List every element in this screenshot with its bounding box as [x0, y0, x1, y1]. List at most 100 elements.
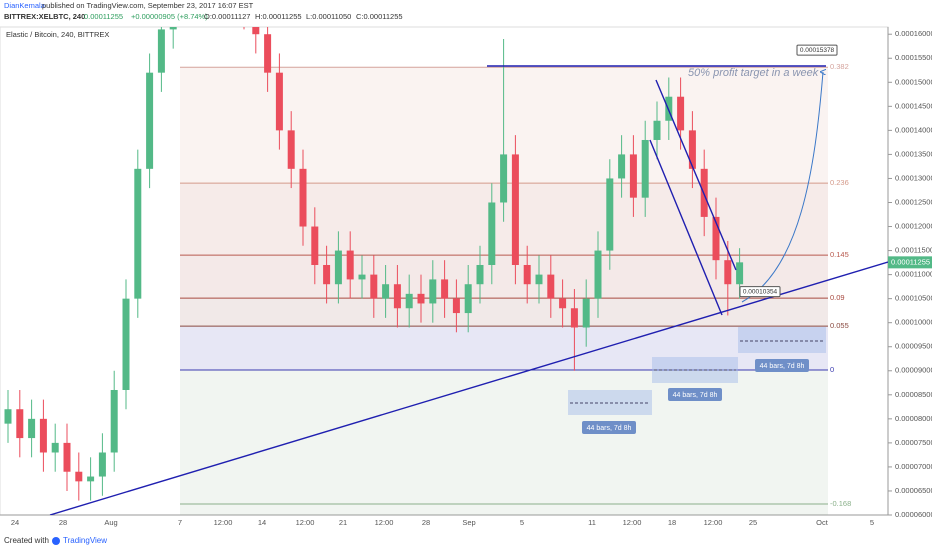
y-tick-label: 0.00012000	[895, 222, 932, 231]
candle-body	[63, 442, 71, 472]
fib-label: 0.236	[830, 178, 849, 187]
x-tick-label: 12:00	[296, 518, 315, 527]
channel-line	[649, 139, 723, 316]
x-tick-label: 14	[258, 518, 266, 527]
fib-band	[180, 255, 828, 299]
fib-label: 0.09	[830, 293, 845, 302]
x-tick-label: Oct	[816, 518, 829, 527]
last-price-label: 0.00011255	[891, 257, 930, 266]
published: published on TradingView.com, September …	[42, 1, 254, 10]
candle-body	[547, 274, 555, 299]
candle-body	[346, 250, 354, 280]
fib-band	[180, 370, 828, 504]
candle-body	[488, 202, 496, 265]
y-tick-label: 0.00011500	[895, 246, 932, 255]
y-tick-label: 0.00011000	[895, 270, 932, 279]
candle-body	[287, 130, 295, 169]
candle-body	[98, 452, 106, 477]
x-tick-label: 24	[11, 518, 19, 527]
price-callout-label: 0.00010354	[743, 288, 778, 295]
x-tick-label: 12:00	[704, 518, 723, 527]
candle-body	[110, 389, 118, 453]
candle-body	[452, 298, 460, 314]
chart-title: Elastic / Bitcoin, 240, BITTREX	[6, 30, 109, 39]
y-tick-label: 0.00006000	[895, 510, 932, 519]
x-tick-label: 12:00	[623, 518, 642, 527]
y-tick-label: 0.00007000	[895, 462, 932, 471]
price-callout	[796, 44, 838, 56]
date-range	[738, 327, 826, 353]
fib-label: 0.145	[830, 250, 849, 259]
range-label: 44 bars, 7d 8h	[673, 392, 718, 399]
x-tick-label: Aug	[104, 518, 117, 527]
x-tick-label: 28	[59, 518, 67, 527]
range-tag	[582, 421, 636, 434]
change: +0.00000905 (+8.74%)	[131, 12, 208, 21]
candle-body	[582, 298, 590, 328]
y-tick-label: 0.00008000	[895, 414, 932, 423]
candle-body	[134, 168, 142, 299]
candle-body	[323, 264, 331, 285]
annotation: 50% profit target in a week	[688, 67, 819, 79]
fib-label: 0.055	[830, 321, 849, 330]
x-tick-label: 5	[520, 518, 524, 527]
candle-body	[264, 34, 272, 73]
y-tick-label: 0.00014000	[895, 125, 932, 134]
candle-body	[429, 279, 437, 304]
candle-body	[523, 264, 531, 285]
candle-body	[724, 260, 732, 285]
price-callout-label: 0.00015378	[800, 47, 835, 54]
footer-brand[interactable]: TradingView	[63, 536, 107, 545]
y-tick-label: 0.00012500	[895, 197, 932, 206]
candle-body	[677, 96, 685, 131]
x-tick-label: 5	[870, 518, 874, 527]
range-label: 44 bars, 7d 8h	[587, 425, 632, 432]
candle-body	[736, 262, 744, 285]
candle-body	[464, 284, 472, 314]
y-tick-label: 0.00010500	[895, 294, 932, 303]
candle-body	[500, 154, 508, 203]
y-tick-label: 0.00013500	[895, 149, 932, 158]
fib-band	[180, 298, 828, 327]
x-tick-label: 28	[422, 518, 430, 527]
candle-body	[476, 264, 484, 285]
candle-body	[618, 154, 626, 179]
candle-body	[382, 284, 390, 299]
candle-body	[358, 274, 366, 280]
fib-label: 0	[830, 365, 834, 374]
candle-body	[606, 178, 614, 251]
candle-body	[594, 250, 602, 299]
candle-body	[4, 409, 12, 424]
candle-body	[16, 409, 24, 439]
channel-line	[655, 79, 737, 271]
candle-body	[559, 298, 567, 309]
range-label: 44 bars, 7d 8h	[760, 363, 805, 370]
x-tick-label: 12:00	[214, 518, 233, 527]
x-tick-label: 12:00	[375, 518, 394, 527]
last: 0.00011255	[84, 12, 123, 21]
candle-body	[146, 72, 154, 169]
candle-body	[511, 154, 519, 265]
candle-body	[653, 120, 661, 140]
y-tick-label: 0.00010000	[895, 318, 932, 327]
ohlc-high: H:0.00011255	[255, 12, 302, 21]
x-tick-label: 7	[178, 518, 182, 527]
candle-body	[75, 471, 83, 482]
candle-body	[39, 418, 47, 453]
x-tick-label: 21	[339, 518, 347, 527]
publisher[interactable]: DianKemala	[4, 1, 46, 10]
candle-body	[299, 168, 307, 227]
candle-body	[570, 308, 578, 328]
y-tick-label: 0.00013000	[895, 173, 932, 182]
fib-band	[180, 326, 828, 371]
fib-label: -0.168	[830, 499, 851, 508]
last-price-tag	[888, 256, 932, 269]
y-tick-label: 0.00016000	[895, 29, 932, 38]
candle-body	[334, 250, 342, 285]
candle-body	[393, 284, 401, 309]
candle-body	[87, 476, 95, 482]
fib-label: 0.382	[830, 62, 849, 71]
candle-body	[641, 139, 649, 198]
y-tick-label: 0.00006500	[895, 486, 932, 495]
candle-body	[311, 226, 319, 265]
